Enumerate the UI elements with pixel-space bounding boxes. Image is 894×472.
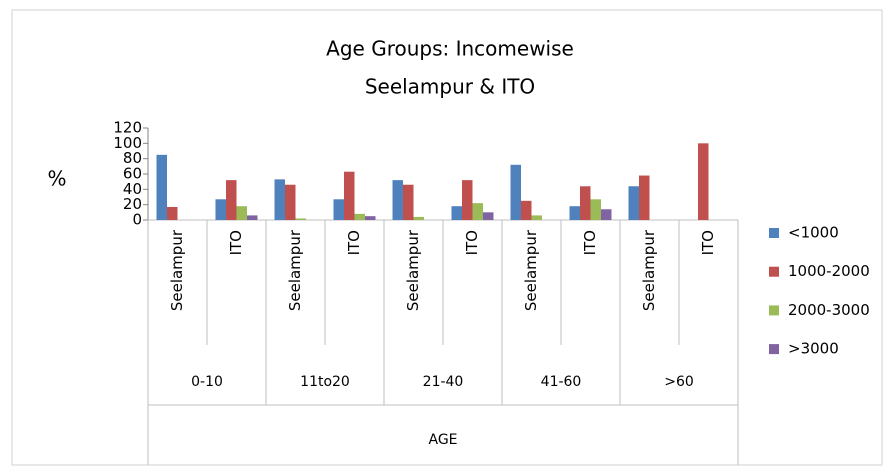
legend-label: 1000-2000 (788, 262, 870, 280)
bar (531, 215, 542, 220)
x-tick-label: Seelampur (522, 229, 540, 311)
x-tick-label: ITO (581, 230, 599, 255)
bar (344, 171, 355, 220)
chart-frame (11, 9, 883, 466)
y-tick-label: 20 (123, 195, 142, 213)
bar (580, 186, 591, 220)
bar (403, 184, 414, 220)
bar (236, 206, 247, 220)
group-label: 21-40 (423, 374, 464, 390)
y-tick-label: 80 (123, 149, 142, 167)
bar (333, 199, 344, 220)
x-tick-label: Seelampur (404, 229, 422, 311)
bar (590, 199, 601, 220)
legend-label: <1000 (788, 224, 839, 242)
group-label: 11to20 (300, 374, 350, 390)
legend-swatch (769, 228, 779, 238)
bar (215, 199, 226, 220)
x-tick-label: Seelampur (640, 229, 658, 311)
bar (510, 164, 521, 220)
bar (639, 175, 650, 220)
x-axis-label: AGE (428, 432, 457, 448)
legend-label: 2000-3000 (788, 301, 870, 319)
group-label: >60 (664, 374, 694, 390)
legend-swatch (769, 305, 779, 316)
bar (274, 179, 285, 220)
bar (392, 180, 403, 220)
bar (285, 184, 296, 220)
chart-title: Age Groups: Incomewise (326, 37, 574, 61)
x-tick-label: Seelampur (286, 229, 304, 311)
x-tick-label: ITO (345, 230, 363, 255)
bar (451, 206, 462, 220)
legend-swatch (769, 344, 779, 355)
y-tick-label: 60 (123, 165, 142, 183)
bar (167, 206, 178, 220)
y-tick-label: 100 (113, 134, 142, 152)
group-label: 0-10 (191, 374, 223, 390)
y-tick-label: 40 (123, 180, 142, 198)
x-tick-label: ITO (227, 230, 245, 255)
x-tick-label: ITO (699, 230, 717, 255)
bar (472, 203, 483, 220)
bar (247, 215, 258, 220)
bar (601, 209, 612, 220)
bar (521, 200, 532, 220)
x-tick-label: ITO (463, 230, 481, 255)
group-label: 41-60 (541, 374, 582, 390)
bar (698, 143, 709, 220)
bar (156, 154, 167, 220)
legend-swatch (769, 266, 779, 277)
legend-label: >3000 (788, 340, 839, 358)
bar (628, 186, 639, 220)
y-axis-label: % (47, 167, 66, 191)
bar (462, 180, 473, 220)
x-tick-label: Seelampur (168, 229, 186, 311)
chart-subtitle: Seelampur & ITO (365, 75, 535, 99)
y-tick-label: 0 (132, 211, 142, 229)
bar (569, 206, 580, 220)
bar (295, 218, 306, 220)
bar (226, 180, 237, 220)
bar (354, 213, 365, 220)
y-tick-label: 120 (113, 119, 142, 137)
bar (413, 216, 424, 220)
bar (365, 216, 376, 220)
bar (483, 212, 494, 220)
